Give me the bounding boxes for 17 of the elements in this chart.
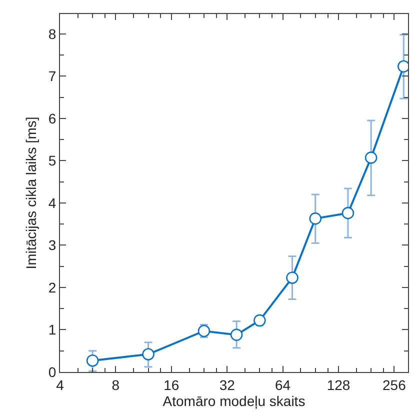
y-tick-label: 7 (48, 68, 56, 84)
y-tick-label: 0 (48, 364, 56, 380)
x-axis-title: Atomāro modeļu skaits (162, 392, 306, 409)
x-tick-label: 64 (275, 376, 291, 393)
x-tick-label: 8 (112, 376, 120, 393)
y-tick-label: 2 (48, 279, 56, 296)
y-tick-label: 5 (48, 152, 56, 169)
x-tick-label: 16 (164, 376, 180, 393)
x-tick-label: 32 (219, 376, 236, 393)
x-tick-label: 128 (326, 376, 350, 393)
y-axis-title: Imitācijas cikla laiks [ms] (23, 116, 40, 270)
y-tick-label: 6 (48, 110, 56, 126)
y-tick-label: 3 (48, 237, 56, 254)
y-tick-label: 4 (48, 194, 56, 211)
x-tick-label: 256 (382, 376, 406, 393)
y-tick-label: 1 (48, 322, 56, 338)
y-tick-label: 8 (48, 26, 56, 42)
